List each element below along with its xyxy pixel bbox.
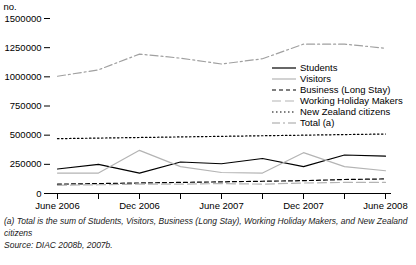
svg-text:250000: 250000 [10,158,42,169]
svg-text:0: 0 [36,188,41,199]
svg-text:750000: 750000 [10,100,42,111]
html-text:(a) Total is the sum of Studen: (a) Total is the sum of Students, Visito… [4,216,408,238]
svg-text:1500000: 1500000 [5,13,42,24]
html-text:Working Holiday Makers: Working Holiday Makers [300,95,403,106]
html-text:Visitors: Visitors [300,73,331,84]
html-text:Source: DIAC 2008b, 2007b.: Source: DIAC 2008b, 2007b. [4,240,113,250]
html-text:New Zealand citizens: New Zealand citizens [300,106,391,117]
svg-text:500000: 500000 [10,129,42,140]
svg-text:1000000: 1000000 [5,71,42,82]
html-text:Business (Long Stay): Business (Long Stay) [300,84,391,95]
svg-text:June 2007: June 2007 [199,200,243,211]
svg-text:Dec 2006: Dec 2006 [119,200,160,211]
html-text:Total (a): Total (a) [300,117,335,128]
html-text:Students: Students [300,62,338,73]
svg-text:Dec 2007: Dec 2007 [283,200,324,211]
svg-text:1250000: 1250000 [5,42,42,53]
svg-text:June 2008: June 2008 [363,200,407,211]
svg-text:no.: no. [4,1,17,12]
svg-text:June 2006: June 2006 [35,200,79,211]
